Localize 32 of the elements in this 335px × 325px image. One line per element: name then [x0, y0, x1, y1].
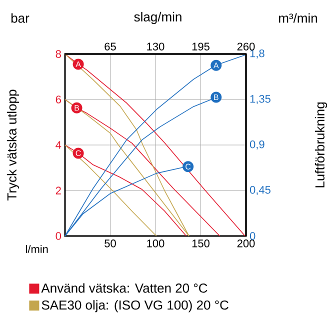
- annotation: A: [213, 62, 219, 68]
- annotation: C: [186, 164, 191, 170]
- x2-tick-label: 260: [237, 42, 255, 50]
- legend-label: SAE30 olja: (ISO VG 100) 20 °C: [42, 300, 228, 312]
- annotation: B: [214, 94, 218, 100]
- text: m³/min: [279, 13, 318, 23]
- y2-tick-label: 0,45: [250, 186, 270, 196]
- y-tick-label: 2: [56, 186, 61, 194]
- y2-tick-label: 0,9: [250, 140, 264, 150]
- legend-label: Använd vätska: Vatten 20 °C: [41, 283, 208, 293]
- y-tick-label: 6: [56, 96, 61, 104]
- x2-tick-label: 130: [147, 42, 164, 50]
- annotation: A: [76, 61, 81, 67]
- y2-tick-label: 0: [250, 232, 256, 240]
- y-tick-label: 0: [56, 232, 62, 240]
- annotation: C: [76, 150, 81, 156]
- y2-axis-title: Luftförbrukning: [314, 102, 328, 188]
- x2-tick-label: 65: [104, 42, 116, 50]
- y-axis-title: Tryck vätska utlopp: [6, 90, 20, 200]
- x2-tick-label: 195: [192, 42, 210, 50]
- y-tick-label: 8: [56, 50, 61, 58]
- x-tick-label: 200: [237, 240, 255, 248]
- text: bar: [11, 13, 30, 23]
- x-axis-title: l/min: [26, 244, 48, 254]
- annotation: B: [74, 105, 80, 111]
- x-tick-label: 150: [192, 240, 210, 248]
- y2-tick-label: 1,8: [250, 49, 264, 59]
- y2-tick-label: 1,35: [250, 94, 270, 104]
- x-tick-label: 50: [104, 240, 116, 248]
- x-tick-label: 100: [147, 240, 164, 248]
- x2-axis-title: slag/min: [134, 12, 182, 24]
- y-tick-label: 4: [56, 141, 62, 149]
